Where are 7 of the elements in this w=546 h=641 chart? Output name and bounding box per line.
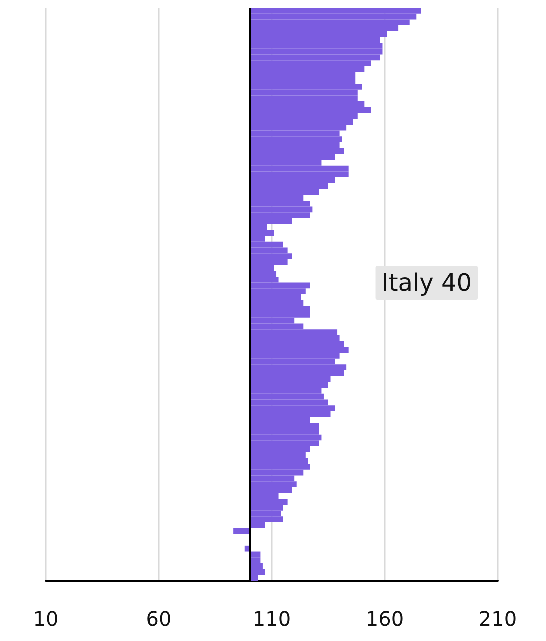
x-tick-label: 210 bbox=[478, 607, 518, 631]
annotation: Italy 40 bbox=[382, 269, 472, 297]
x-tick-label: 160 bbox=[366, 607, 404, 631]
x-tick-label: 10 bbox=[33, 607, 59, 631]
x-tick-label: 110 bbox=[252, 607, 292, 631]
bar bbox=[234, 528, 250, 534]
x-tick-label: 60 bbox=[146, 607, 172, 631]
